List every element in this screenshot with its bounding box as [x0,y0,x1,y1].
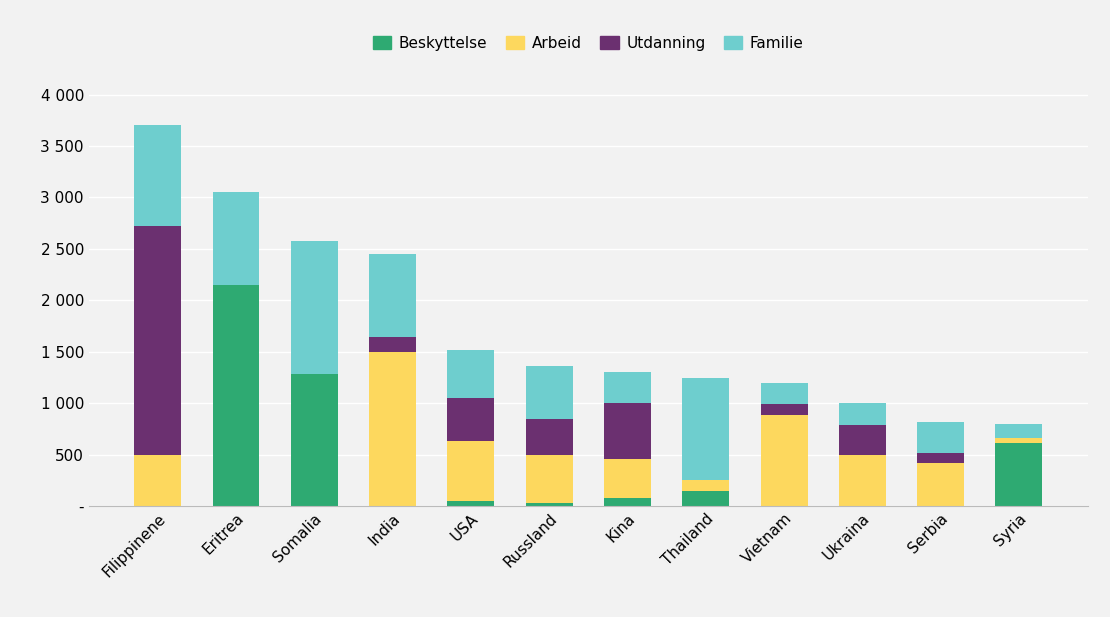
Bar [683,491,729,506]
Bar [370,254,416,337]
Bar [526,455,573,503]
Bar [447,501,494,506]
Bar [839,403,886,424]
Bar [370,352,416,506]
Bar [917,453,965,463]
Bar [370,337,416,352]
Bar [526,366,573,418]
Bar [134,125,181,226]
Bar [683,480,729,491]
Bar [996,424,1042,438]
Bar [760,415,807,506]
Bar [839,424,886,455]
Bar [604,372,650,403]
Bar [996,438,1042,443]
Bar [760,383,807,404]
Bar [134,226,181,455]
Bar [917,463,965,506]
Bar [526,503,573,506]
Bar [212,285,260,506]
Bar [447,398,494,441]
Bar [291,375,337,506]
Bar [212,193,260,285]
Legend: Beskyttelse, Arbeid, Utdanning, Familie: Beskyttelse, Arbeid, Utdanning, Familie [367,30,809,57]
Bar [604,403,650,458]
Bar [683,378,729,480]
Bar [447,350,494,398]
Bar [604,458,650,498]
Bar [839,455,886,506]
Bar [604,498,650,506]
Bar [917,422,965,453]
Bar [760,404,807,415]
Bar [134,455,181,506]
Bar [996,443,1042,506]
Bar [291,241,337,375]
Bar [447,441,494,501]
Bar [526,418,573,455]
